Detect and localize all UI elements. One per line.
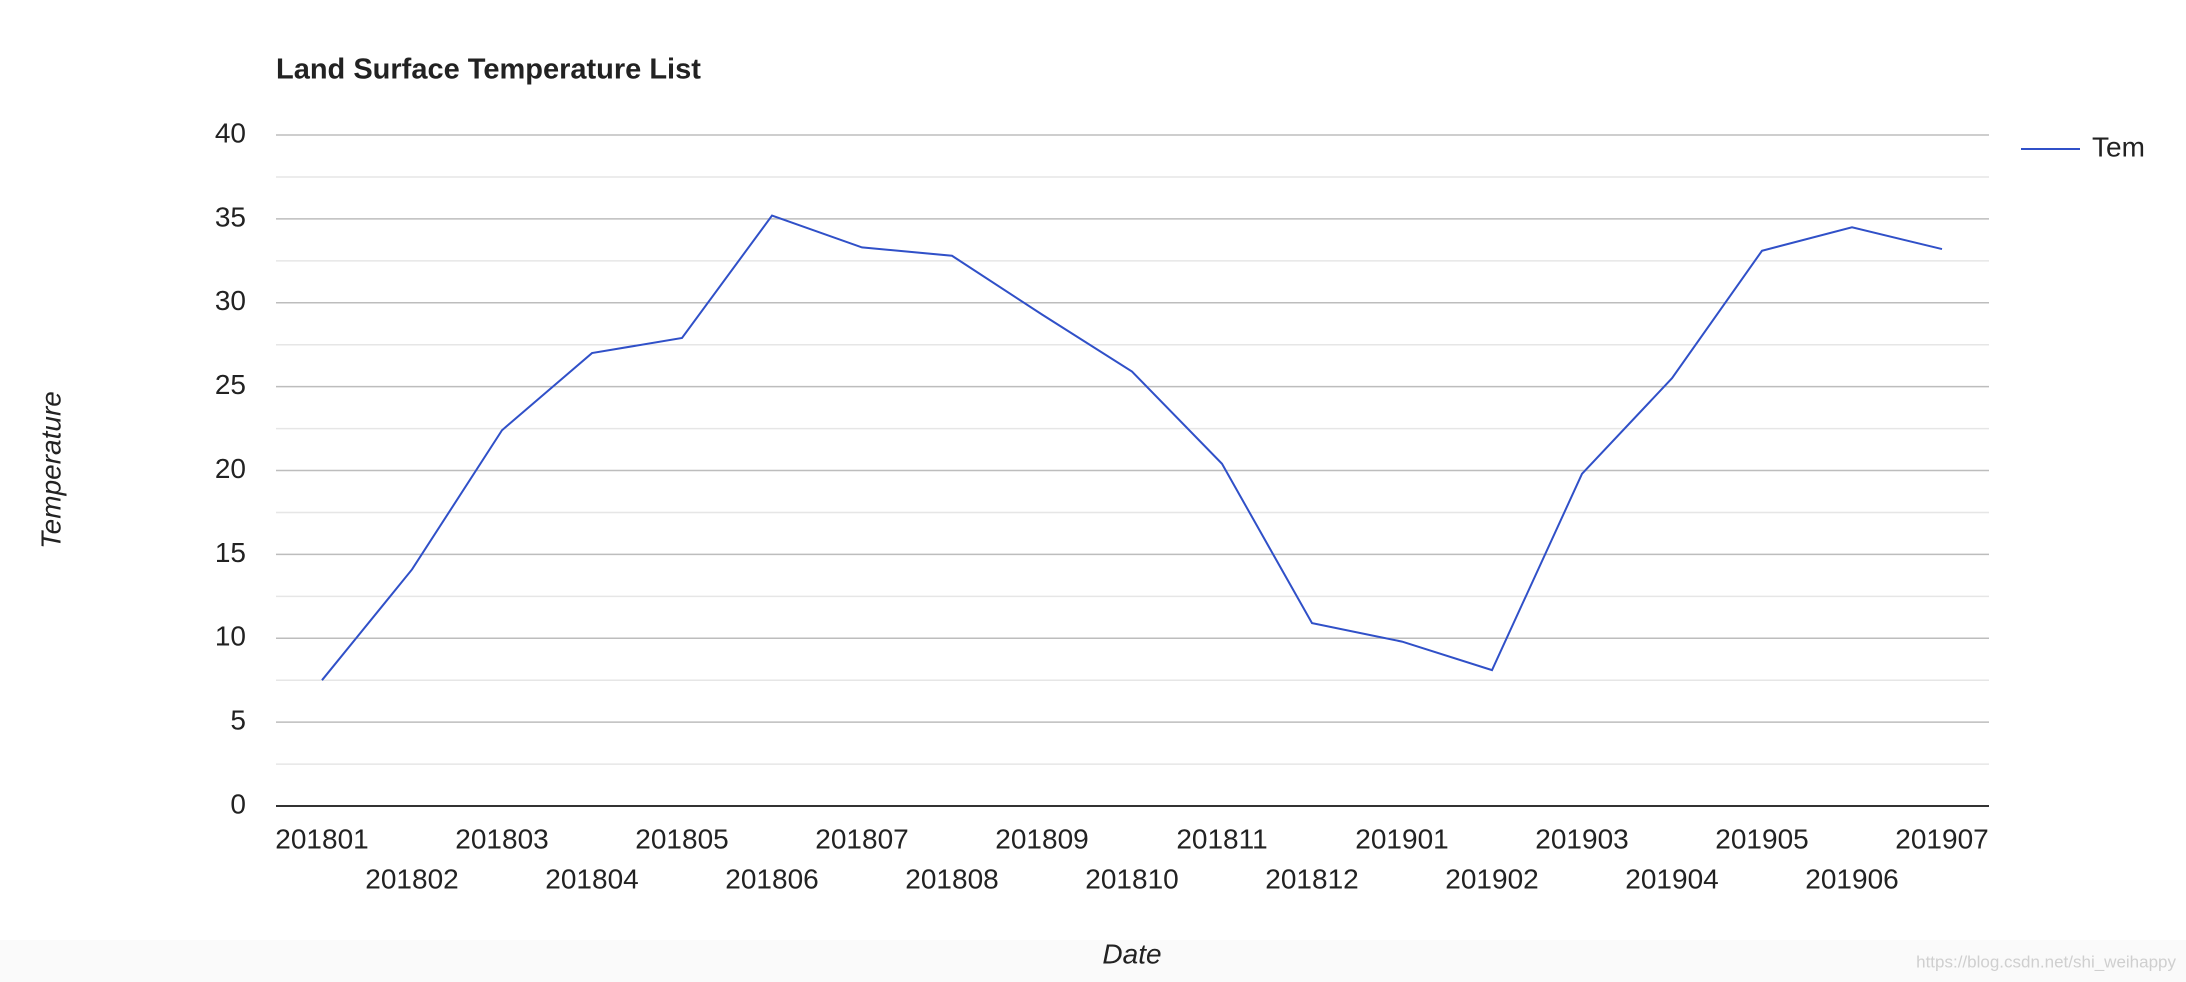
x-tick-label: 201902: [1445, 863, 1538, 894]
x-tick-label: 201804: [545, 863, 638, 894]
x-tick-label: 201806: [725, 863, 818, 894]
x-tick-label: 201907: [1895, 823, 1988, 854]
x-tick-label: 201906: [1805, 863, 1898, 894]
footer-band: [0, 940, 2186, 982]
x-tick-label: 201810: [1085, 863, 1178, 894]
y-axis-title: Temperature: [35, 391, 66, 549]
x-tick-label: 201904: [1625, 863, 1718, 894]
x-tick-label: 201801: [275, 823, 368, 854]
data-line: [321, 214, 1943, 681]
x-tick-label: 201807: [815, 823, 908, 854]
x-tick-label: 201803: [455, 823, 548, 854]
x-tick-label: 201811: [1176, 823, 1267, 854]
x-tick-label: 201805: [635, 823, 728, 854]
x-tick-label: 201809: [995, 823, 1088, 854]
x-axis-title: Date: [1102, 938, 1161, 969]
chart-title: Land Surface Temperature List: [276, 54, 701, 86]
x-tick-label: 201905: [1715, 823, 1808, 854]
y-tick-label: 20: [215, 453, 246, 484]
watermark: https://blog.csdn.net/shi_weihappy: [1916, 952, 2176, 971]
x-tick-label: 201802: [365, 863, 458, 894]
y-tick-label: 40: [215, 117, 246, 148]
y-tick-label: 15: [215, 537, 246, 568]
y-tick-label: 25: [215, 369, 246, 400]
legend-label: Tem: [2092, 131, 2145, 162]
y-tick-label: 5: [230, 705, 246, 736]
x-tick-label: 201812: [1265, 863, 1358, 894]
x-tick-label: 201903: [1535, 823, 1628, 854]
x-tick-label: 201808: [905, 863, 998, 894]
y-tick-label: 10: [215, 621, 246, 652]
y-tick-label: 35: [215, 201, 246, 232]
y-tick-label: 0: [230, 788, 246, 819]
x-tick-label: 201901: [1355, 823, 1448, 854]
y-tick-label: 30: [215, 285, 246, 316]
